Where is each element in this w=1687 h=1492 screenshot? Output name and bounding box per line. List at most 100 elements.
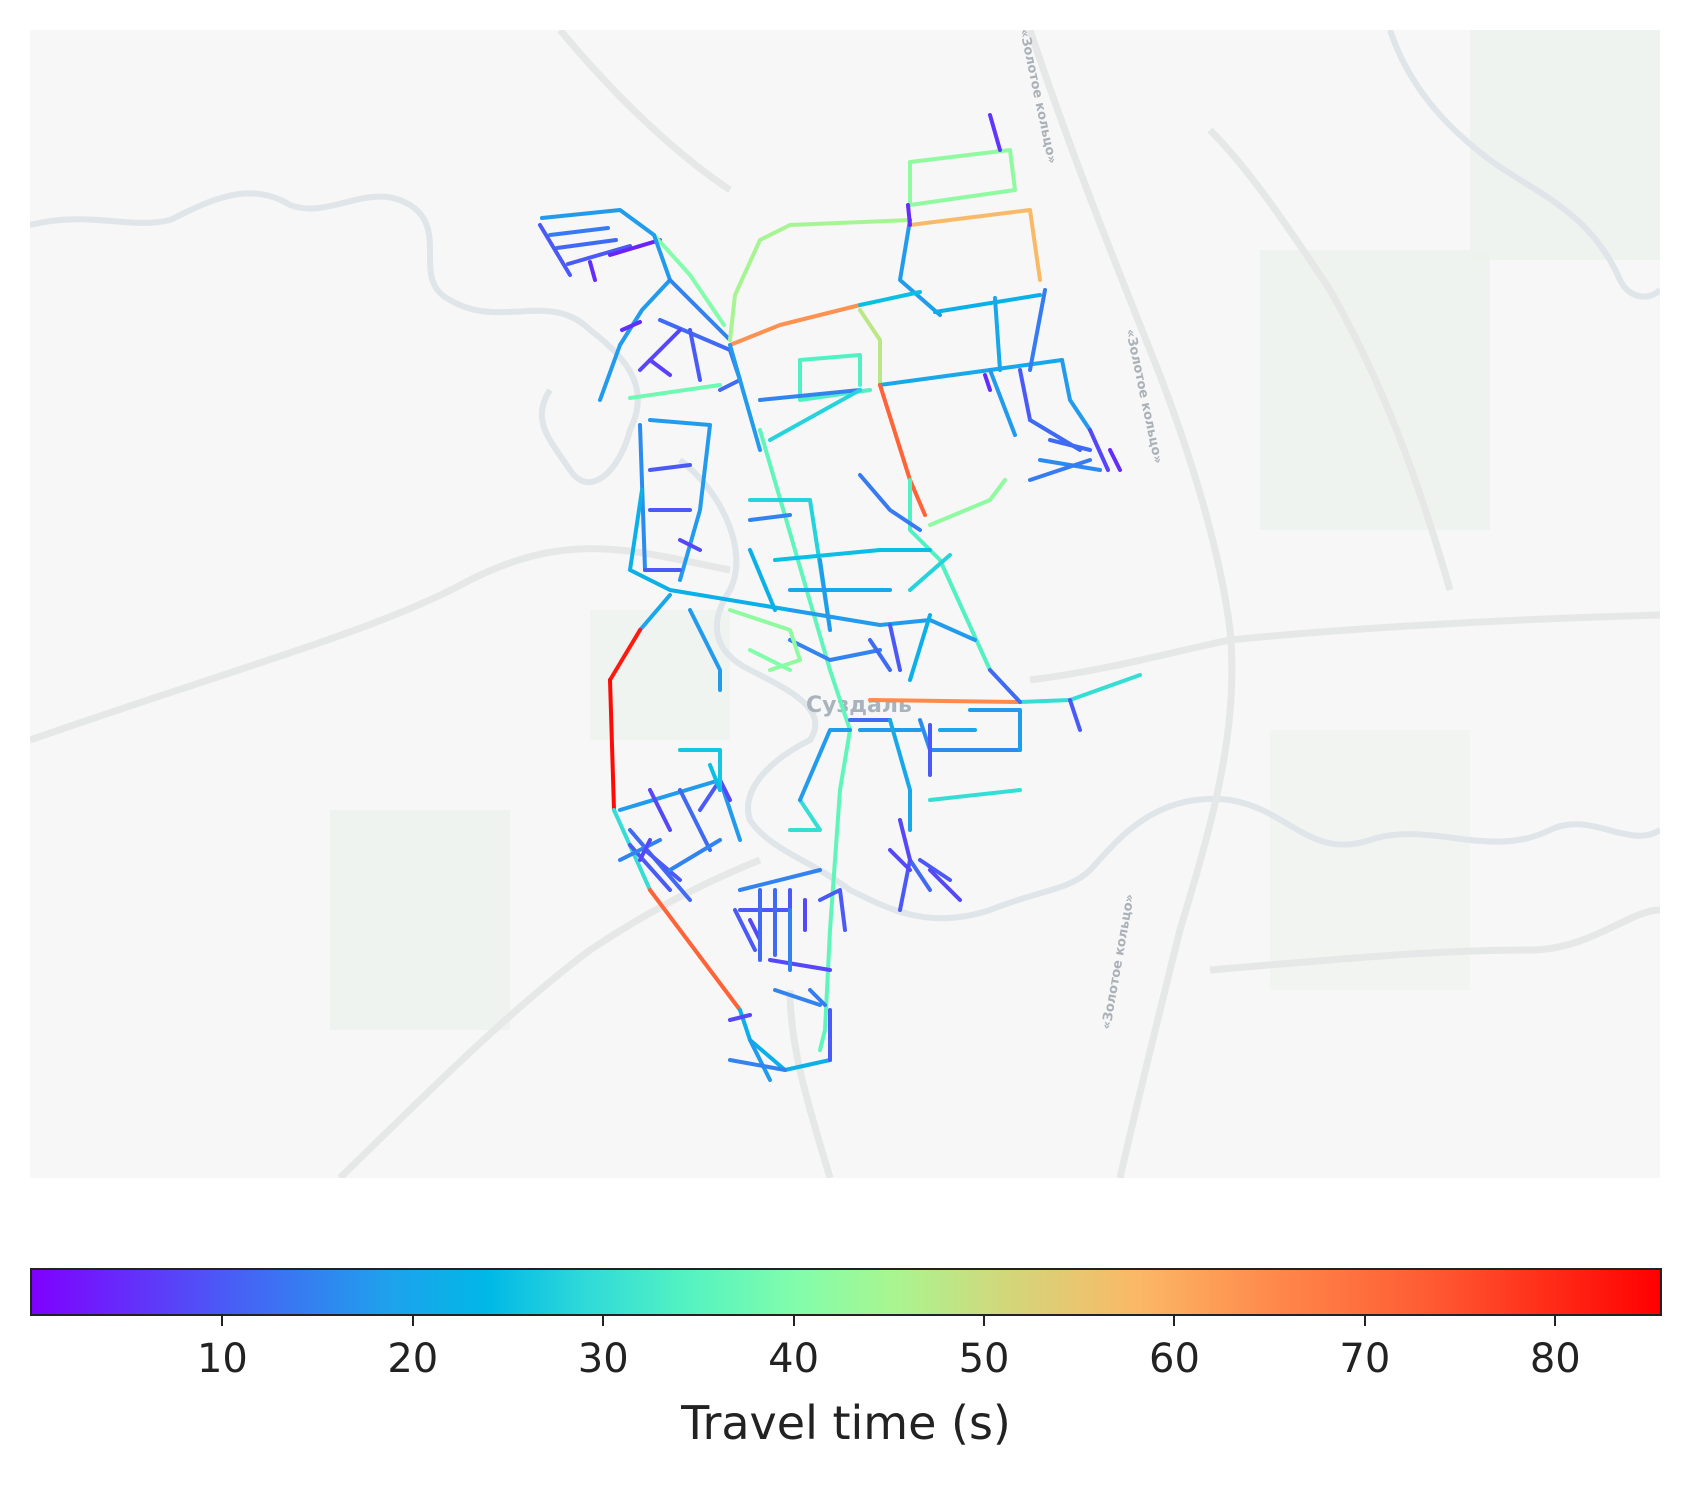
street-segment (728, 1058, 787, 1072)
colorbar-tick-label: 50 (958, 1336, 1010, 1382)
river-2 (678, 457, 1660, 922)
street-segment (608, 238, 662, 257)
street-segment (738, 1008, 832, 1072)
colorbar (30, 1268, 1662, 1318)
street-segment (618, 838, 662, 862)
colorbar-tick-label: 30 (577, 1336, 629, 1382)
street-segment (1048, 438, 1092, 452)
street-segment (898, 818, 912, 862)
street-segment (1018, 368, 1032, 422)
street-segment (748, 648, 792, 672)
street-segment (788, 638, 882, 662)
map-svg: Суздаль «Золотое кольцо» «Золотое кольцо… (30, 30, 1660, 1178)
colorbar-gradient (30, 1268, 1662, 1316)
street-segment (638, 838, 652, 862)
street-segment (888, 848, 912, 872)
street-segment (638, 593, 672, 632)
street-segment (1108, 448, 1122, 472)
street-segment (908, 613, 932, 682)
street-segment (933, 293, 1042, 314)
street-segment (988, 368, 1017, 437)
street-segment (993, 296, 1002, 372)
street-segment (628, 383, 722, 400)
river (30, 190, 641, 486)
street-segment (888, 718, 912, 832)
street-segment (748, 1038, 772, 1082)
street-segment (678, 788, 712, 852)
street-segment (1068, 698, 1082, 732)
colorbar-label: Travel time (s) (681, 1396, 1011, 1450)
street-segment (708, 763, 722, 792)
street-segment (1088, 428, 1110, 472)
street-segment (648, 463, 692, 472)
street-segment (688, 608, 722, 692)
street-segment (898, 218, 942, 317)
street-segment (540, 208, 656, 237)
colorbar-tick-label: 40 (768, 1336, 820, 1382)
street-segment (928, 788, 1022, 802)
major-roads (30, 30, 1660, 1178)
street-segment (628, 488, 792, 612)
street-segment (908, 208, 1042, 282)
street-segment (818, 558, 832, 632)
street-segment (928, 868, 962, 902)
street-segment (858, 308, 882, 387)
street-segment (908, 858, 932, 892)
street-segment (988, 113, 1002, 152)
street-segment (688, 328, 702, 382)
street-segment (648, 358, 672, 377)
street-segment (918, 718, 1022, 752)
colorbar-tick-label: 80 (1529, 1336, 1581, 1382)
street-segment (728, 218, 912, 342)
street-segment (878, 383, 927, 517)
city-label: Суздаль (806, 693, 912, 718)
street-segment (748, 548, 777, 612)
street-segment (555, 238, 618, 250)
colorbar-tick (983, 1314, 986, 1326)
street-segment (773, 548, 932, 562)
street-segment (620, 320, 642, 332)
street-segment (738, 868, 822, 892)
street-segment (798, 728, 852, 802)
street-segment (608, 678, 616, 812)
street-segment (678, 748, 722, 792)
street-segment (538, 223, 572, 277)
basemap[interactable]: Суздаль «Золотое кольцо» «Золотое кольцо… (30, 30, 1660, 1178)
street-segment (608, 628, 642, 682)
colorbar-tick (1554, 1314, 1557, 1326)
colorbar-tick (1173, 1314, 1176, 1326)
street-segment (652, 233, 726, 327)
colorbar-tick (221, 1314, 224, 1326)
road-label-1: «Золотое кольцо» (1122, 328, 1165, 465)
street-segment (668, 838, 722, 872)
street-segment (968, 708, 1022, 752)
street-segment (648, 888, 742, 1012)
street-segment (1028, 458, 1092, 482)
street-segment (728, 343, 762, 452)
street-segment (788, 608, 977, 642)
street-segment (728, 303, 862, 347)
street-segment (858, 290, 922, 307)
street-segment (768, 388, 862, 442)
colorbar-tick (602, 1314, 605, 1326)
colorbar-tick (792, 1314, 795, 1326)
street-segment (588, 260, 597, 282)
colorbar-tick-label: 60 (1149, 1336, 1200, 1382)
street-segment (566, 244, 632, 266)
street-segment (798, 353, 862, 387)
street-network (538, 113, 1142, 1082)
street-segment (728, 1013, 752, 1022)
street-segment (678, 538, 702, 552)
colorbar-tick (411, 1314, 414, 1326)
street-segment (868, 698, 1022, 704)
street-segment (648, 788, 672, 832)
street-segment (888, 623, 902, 672)
street-segment (988, 668, 1022, 704)
street-segment (773, 988, 822, 1007)
street-segment (598, 233, 672, 402)
colorbar-tick-label: 20 (387, 1336, 439, 1382)
street-segment (768, 958, 832, 972)
road-label-3: «Золотое кольцо» (1099, 893, 1138, 1031)
street-segment (728, 608, 802, 672)
street-segment (908, 553, 952, 592)
